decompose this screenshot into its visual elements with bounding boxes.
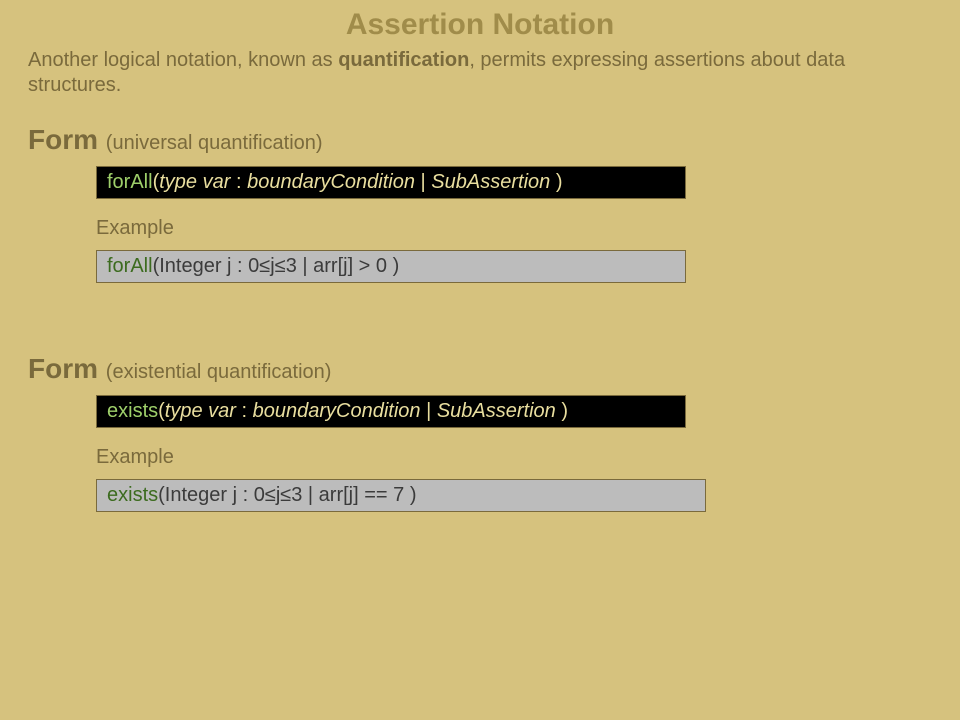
universal-arg3: SubAssertion <box>431 171 550 193</box>
existential-example-rest: (Integer j : 0≤j≤3 | arr[j] == 7 ) <box>158 484 416 506</box>
universal-arg2: boundaryCondition <box>247 171 415 193</box>
existential-syntax-box: exists(type var : boundaryCondition | Su… <box>96 395 686 428</box>
intro-keyword: quantification <box>338 49 469 71</box>
universal-heading-paren: (universal quantification) <box>106 132 323 154</box>
existential-close: ) <box>556 400 568 422</box>
universal-fn: forAll <box>107 171 153 193</box>
existential-example-label: Example <box>96 446 932 469</box>
slide: Assertion Notation Another logical notat… <box>0 0 960 532</box>
spacer <box>28 283 932 353</box>
existential-arg1: type var <box>165 400 236 422</box>
page-title: Assertion Notation <box>28 8 932 42</box>
existential-heading-paren: (existential quantification) <box>106 361 332 383</box>
universal-example-fn: forAll <box>107 255 153 277</box>
universal-example-box: forAll(Integer j : 0≤j≤3 | arr[j] > 0 ) <box>96 250 686 283</box>
universal-colon: : <box>230 171 247 193</box>
existential-heading: Form (existential quantification) <box>28 353 932 385</box>
universal-syntax-box: forAll(type var : boundaryCondition | Su… <box>96 166 686 199</box>
existential-example-box: exists(Integer j : 0≤j≤3 | arr[j] == 7 ) <box>96 479 706 512</box>
intro-text: Another logical notation, known as quant… <box>28 48 932 98</box>
universal-close: ) <box>550 171 562 193</box>
universal-arg1: type var <box>159 171 230 193</box>
existential-arg2: boundaryCondition <box>253 400 421 422</box>
universal-pipe: | <box>415 171 431 193</box>
existential-example-fn: exists <box>107 484 158 506</box>
existential-heading-word: Form <box>28 353 98 384</box>
intro-pre: Another logical notation, known as <box>28 49 338 71</box>
existential-pipe: | <box>421 400 437 422</box>
universal-heading: Form (universal quantification) <box>28 124 932 156</box>
universal-example-rest: (Integer j : 0≤j≤3 | arr[j] > 0 ) <box>153 255 400 277</box>
existential-open: ( <box>158 400 165 422</box>
existential-colon: : <box>236 400 253 422</box>
universal-example-label: Example <box>96 217 932 240</box>
universal-heading-word: Form <box>28 124 98 155</box>
existential-arg3: SubAssertion <box>437 400 556 422</box>
existential-fn: exists <box>107 400 158 422</box>
